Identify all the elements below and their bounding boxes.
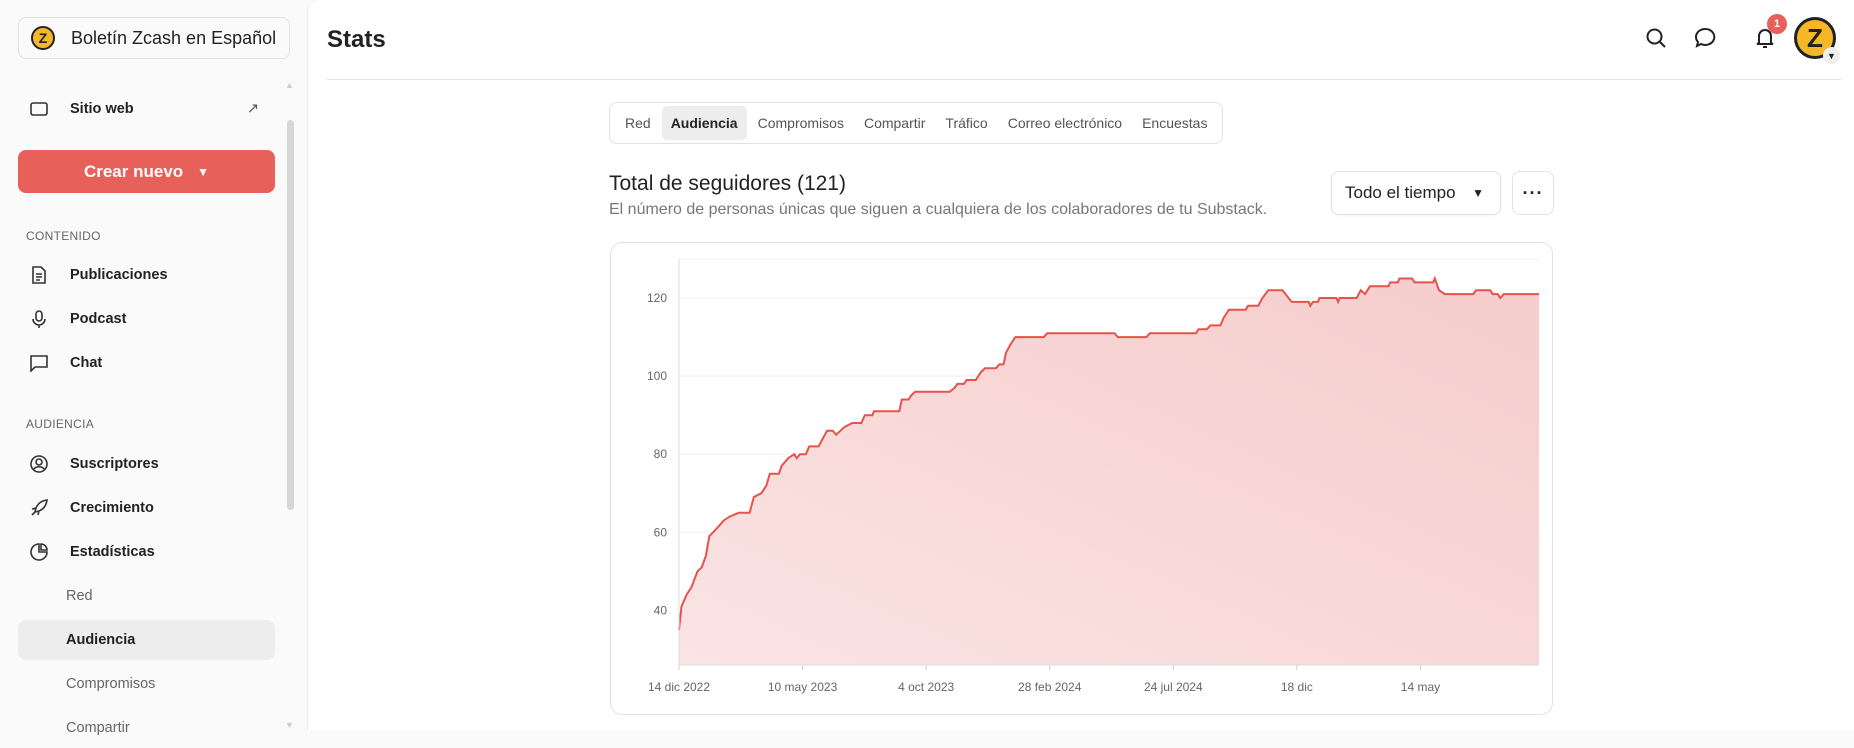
x-tick-label: 28 feb 2024 <box>1018 680 1082 694</box>
user-circle-icon <box>30 455 48 473</box>
x-tick-label: 4 oct 2023 <box>898 680 954 694</box>
scrollbar-thumb[interactable] <box>287 120 294 510</box>
caret-down-icon[interactable]: ▼ <box>1823 47 1840 64</box>
x-tick-label: 14 may <box>1401 680 1440 694</box>
microphone-icon <box>30 310 48 328</box>
document-icon <box>30 266 48 284</box>
sidebar-item-podcast[interactable]: Podcast <box>18 299 275 339</box>
tab-audience[interactable]: Audiencia <box>661 106 747 140</box>
chat-bubble-icon <box>30 354 48 372</box>
page-title: Stats <box>327 26 386 53</box>
tab-surveys[interactable]: Encuestas <box>1142 115 1208 131</box>
chat-bubble-icon <box>1694 27 1718 54</box>
caret-down-icon: ▼ <box>197 164 210 179</box>
section-content: CONTENIDO <box>26 229 101 243</box>
time-range-value: Todo el tiempo <box>1345 183 1456 202</box>
sidebar-item-chat[interactable]: Chat <box>18 343 275 383</box>
publication-name: Boletín Zcash en Español <box>71 27 277 48</box>
sidebar: Z Boletín Zcash en Español Sitio web ↗ C… <box>0 0 307 736</box>
section-audience: AUDIENCIA <box>26 417 95 431</box>
time-range-select[interactable]: Todo el tiempo ▼ <box>1331 171 1501 215</box>
rocket-icon <box>30 499 48 517</box>
card-subtitle: El número de personas únicas que siguen … <box>609 201 1268 218</box>
x-tick-label: 18 dic <box>1281 680 1313 694</box>
followers-chart: 40 60 80 100 120 14 dic 2022 10 may 2023 4 oct … <box>610 242 1553 715</box>
sidebar-item-website[interactable]: Sitio web ↗ <box>18 89 275 129</box>
sidebar-item-label: Estadísticas <box>70 544 155 560</box>
caret-down-icon: ▼ <box>1472 186 1484 200</box>
y-tick-label: 60 <box>654 525 668 539</box>
sidebar-item-posts[interactable]: Publicaciones <box>18 255 275 295</box>
sidebar-item-label: Sitio web <box>70 101 134 117</box>
area-fill <box>679 278 1539 665</box>
zcash-logo-icon: Z <box>31 26 55 50</box>
create-new-button[interactable]: Crear nuevo ▼ <box>18 150 275 193</box>
tab-email[interactable]: Correo electrónico <box>1007 115 1123 131</box>
sidebar-item-label: Audiencia <box>66 632 136 648</box>
search-icon <box>1644 28 1668 54</box>
bell-icon <box>1753 29 1777 54</box>
y-tick-label: 120 <box>647 291 667 305</box>
x-tick-label: 14 dic 2022 <box>648 680 710 694</box>
sidebar-subitem-network[interactable]: Red <box>18 576 275 616</box>
external-link-icon: ↗ <box>246 101 259 117</box>
tab-share[interactable]: Compartir <box>863 115 926 131</box>
sidebar-item-label: Chat <box>70 355 103 371</box>
y-tick-label: 40 <box>654 603 668 617</box>
sidebar-item-label: Podcast <box>70 311 127 327</box>
sidebar-item-label: Suscriptores <box>70 456 159 472</box>
sidebar-item-subscribers[interactable]: Suscriptores <box>18 444 275 484</box>
sidebar-item-stats[interactable]: Estadísticas <box>18 532 275 572</box>
search-button[interactable] <box>1644 26 1670 52</box>
y-tick-label: 80 <box>654 447 668 461</box>
chart-svg: 40 60 80 100 120 14 dic 2022 10 may 2023 4 oct … <box>647 258 1539 694</box>
scroll-down-icon[interactable]: ▼ <box>285 720 294 730</box>
sidebar-subitem-audience[interactable]: Audiencia <box>18 620 275 660</box>
sidebar-item-label: Red <box>66 588 93 604</box>
scroll-up-icon[interactable]: ▲ <box>285 80 294 90</box>
more-options-button[interactable]: ··· <box>1512 171 1554 215</box>
create-new-label: Crear nuevo <box>83 161 184 181</box>
x-tick-label: 10 may 2023 <box>768 680 838 694</box>
chat-button[interactable] <box>1694 26 1720 52</box>
browser-icon <box>30 100 48 118</box>
y-tick-label: 100 <box>647 369 667 383</box>
pie-chart-icon <box>30 543 48 561</box>
card-title: Total de seguidores (121) <box>609 172 846 195</box>
main-content: Stats 1 Z ▼ Red Audiencia Compromisos Co… <box>307 0 1854 730</box>
sidebar-item-label: Compartir <box>66 720 130 736</box>
tab-network[interactable]: Red <box>625 115 651 131</box>
x-tick-label: 24 jul 2024 <box>1144 680 1203 694</box>
sidebar-item-label: Crecimiento <box>70 500 154 516</box>
header-divider <box>327 79 1841 80</box>
sidebar-subitem-share[interactable]: Compartir <box>18 708 275 748</box>
sidebar-subitem-engagement[interactable]: Compromisos <box>18 664 275 704</box>
sidebar-item-label: Publicaciones <box>70 267 168 283</box>
tab-traffic[interactable]: Tráfico <box>945 115 988 131</box>
notification-badge: 1 <box>1767 14 1787 34</box>
publication-switcher[interactable]: Z Boletín Zcash en Español <box>18 17 290 59</box>
series-line <box>678 275 1539 631</box>
stats-tabs: Red Audiencia Compromisos Compartir Tráf… <box>609 102 1224 144</box>
sidebar-item-label: Compromisos <box>66 676 156 692</box>
sidebar-scrollbar[interactable]: ▲ ▼ <box>284 80 296 730</box>
sidebar-item-growth[interactable]: Crecimiento <box>18 488 275 528</box>
tab-engagement[interactable]: Compromisos <box>757 115 844 131</box>
notifications-button[interactable] <box>1753 26 1779 52</box>
